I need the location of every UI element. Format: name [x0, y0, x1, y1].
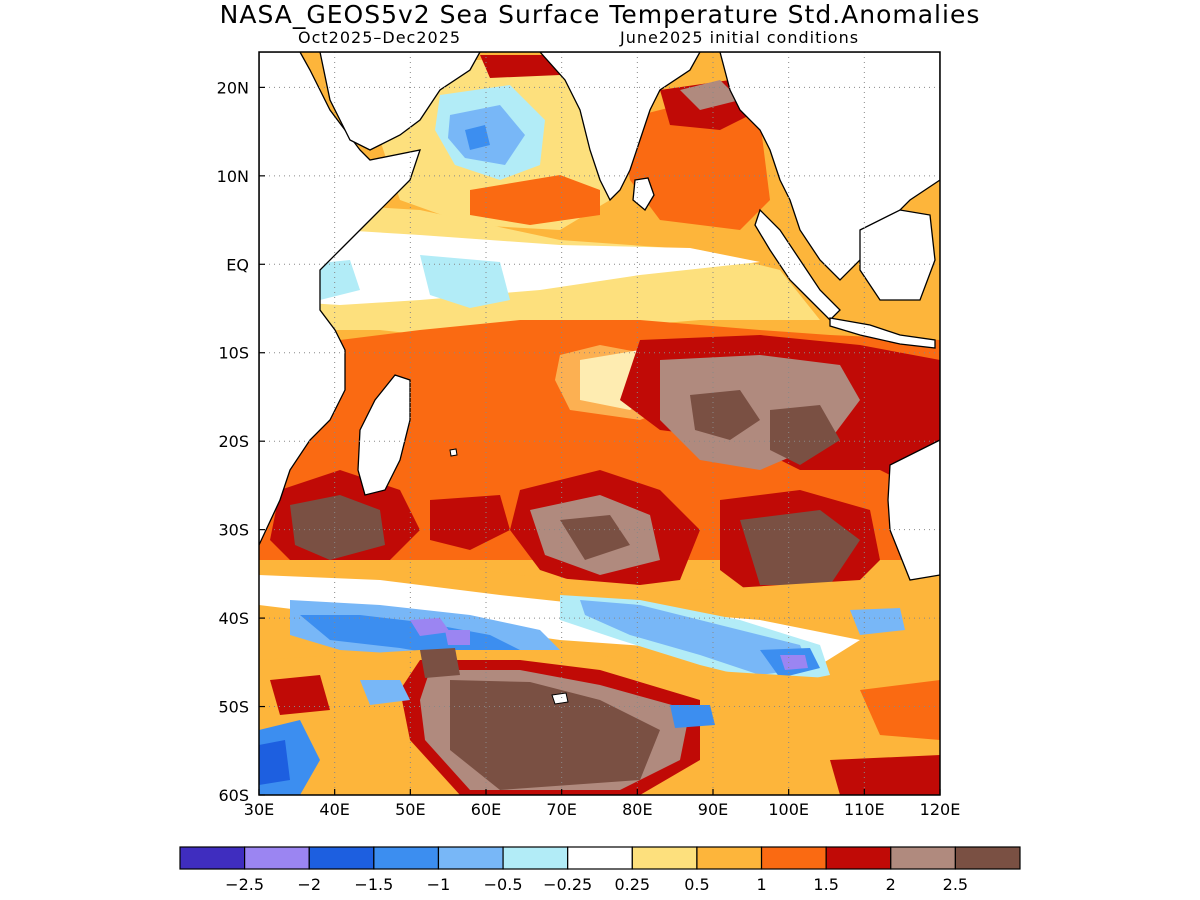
lat-tick-label: 50S	[218, 698, 249, 717]
colorbar-swatch	[890, 846, 956, 870]
map-frame	[258, 51, 941, 796]
lon-tick-label: 120E	[920, 800, 961, 819]
anomaly-field	[259, 52, 940, 795]
colorbar-label: 2	[886, 875, 896, 894]
colorbar-label: −2.5	[225, 875, 264, 894]
lat-tick-label: 20S	[218, 432, 249, 451]
lon-tick-label: 100E	[768, 800, 809, 819]
anomaly-region	[420, 255, 510, 308]
map-title: NASA_GEOS5v2 Sea Surface Temperature Std…	[219, 0, 981, 29]
anomaly-region	[470, 175, 600, 225]
colorbar-swatch	[308, 846, 375, 870]
anomaly-region	[580, 600, 810, 675]
lat-tick-label: EQ	[226, 255, 249, 274]
anomaly-region	[860, 680, 940, 740]
lon-tick-label: 70E	[546, 800, 576, 819]
colorbar-legend: −2.5 −2 −1.5 −1 −0.5 −0.25 0.25 0.5 1 1.5 2 2.5	[179, 846, 1021, 894]
borneo-land	[859, 209, 936, 301]
anomaly-region	[259, 740, 290, 785]
colorbar-swatch	[244, 846, 310, 870]
anomaly-region	[410, 618, 450, 636]
anomaly-region	[420, 648, 460, 678]
africa-land	[259, 52, 421, 546]
colorbar-label: 2.5	[943, 875, 968, 894]
lat-tick-label: 10S	[218, 344, 249, 363]
colorbar-swatch	[954, 846, 1021, 870]
sri-lanka-land	[632, 177, 655, 211]
lon-tick-label: 40E	[319, 800, 349, 819]
colorbar-swatch	[373, 846, 440, 870]
anomaly-region	[690, 390, 760, 440]
anomaly-region	[270, 675, 330, 715]
longitude-axis: 30E 40E 50E 60E 70E 80E 90E 100E 110E 120E	[244, 789, 961, 819]
lon-tick-label: 110E	[844, 800, 885, 819]
anomaly-region	[360, 680, 410, 705]
colorbar-swatch	[179, 846, 246, 870]
colorbar-swatch	[696, 846, 763, 870]
initial-conditions: June2025 initial conditions	[620, 28, 860, 47]
colorbar-label: 1.5	[813, 875, 838, 894]
colorbar-swatch	[760, 846, 827, 870]
india-land	[539, 52, 701, 202]
latitude-axis: 20N 10N EQ 10S 20S 30S 40S 50S 60S	[217, 78, 265, 805]
colorbar-label: 0.25	[614, 875, 650, 894]
anomaly-region	[480, 55, 560, 78]
map-gridlines	[259, 52, 940, 795]
lat-tick-label: 20N	[217, 78, 249, 97]
lat-tick-label: 10N	[217, 167, 249, 186]
anomaly-region	[780, 655, 808, 670]
lon-tick-label: 60E	[471, 800, 501, 819]
colorbar-swatch	[825, 846, 892, 870]
colorbar-label: −0.25	[543, 875, 592, 894]
colorbar-swatch	[631, 846, 698, 870]
lat-tick-label: 30S	[218, 521, 249, 540]
anomaly-region	[740, 510, 860, 585]
anomaly-region	[850, 608, 905, 635]
colorbar-swatch	[502, 846, 569, 870]
anomaly-region	[259, 225, 760, 305]
anomaly-region	[445, 630, 470, 645]
anomaly-region	[770, 405, 840, 465]
anomaly-region	[830, 755, 940, 795]
anomaly-region	[620, 100, 770, 230]
colorbar-label: 0.5	[684, 875, 709, 894]
colorbar-swatch	[567, 846, 633, 870]
anomaly-region	[465, 125, 490, 150]
colorbar-label: −1.5	[354, 875, 393, 894]
anomaly-region	[560, 515, 630, 560]
anomaly-region	[290, 495, 385, 560]
madagascar-land	[357, 374, 411, 496]
lat-tick-label: 40S	[218, 609, 249, 628]
kerguelen-island-land	[551, 692, 569, 705]
australia-land	[887, 439, 940, 581]
java-land	[829, 317, 936, 349]
lon-tick-label: 90E	[698, 800, 728, 819]
colorbar-label: −0.5	[484, 875, 523, 894]
lon-tick-label: 30E	[244, 800, 274, 819]
colorbar-label: 1	[756, 875, 766, 894]
forecast-period: Oct2025–Dec2025	[298, 28, 462, 47]
colorbar-label: −2	[297, 875, 321, 894]
lon-tick-label: 80E	[622, 800, 652, 819]
colorbar-label: −1	[427, 875, 451, 894]
colorbar-swatch	[437, 846, 504, 870]
anomaly-region	[450, 680, 660, 790]
island-land	[449, 448, 458, 457]
lat-tick-label: 60S	[218, 786, 249, 805]
anomaly-region	[430, 495, 510, 550]
anomaly-region	[670, 705, 715, 728]
lon-tick-label: 50E	[395, 800, 425, 819]
